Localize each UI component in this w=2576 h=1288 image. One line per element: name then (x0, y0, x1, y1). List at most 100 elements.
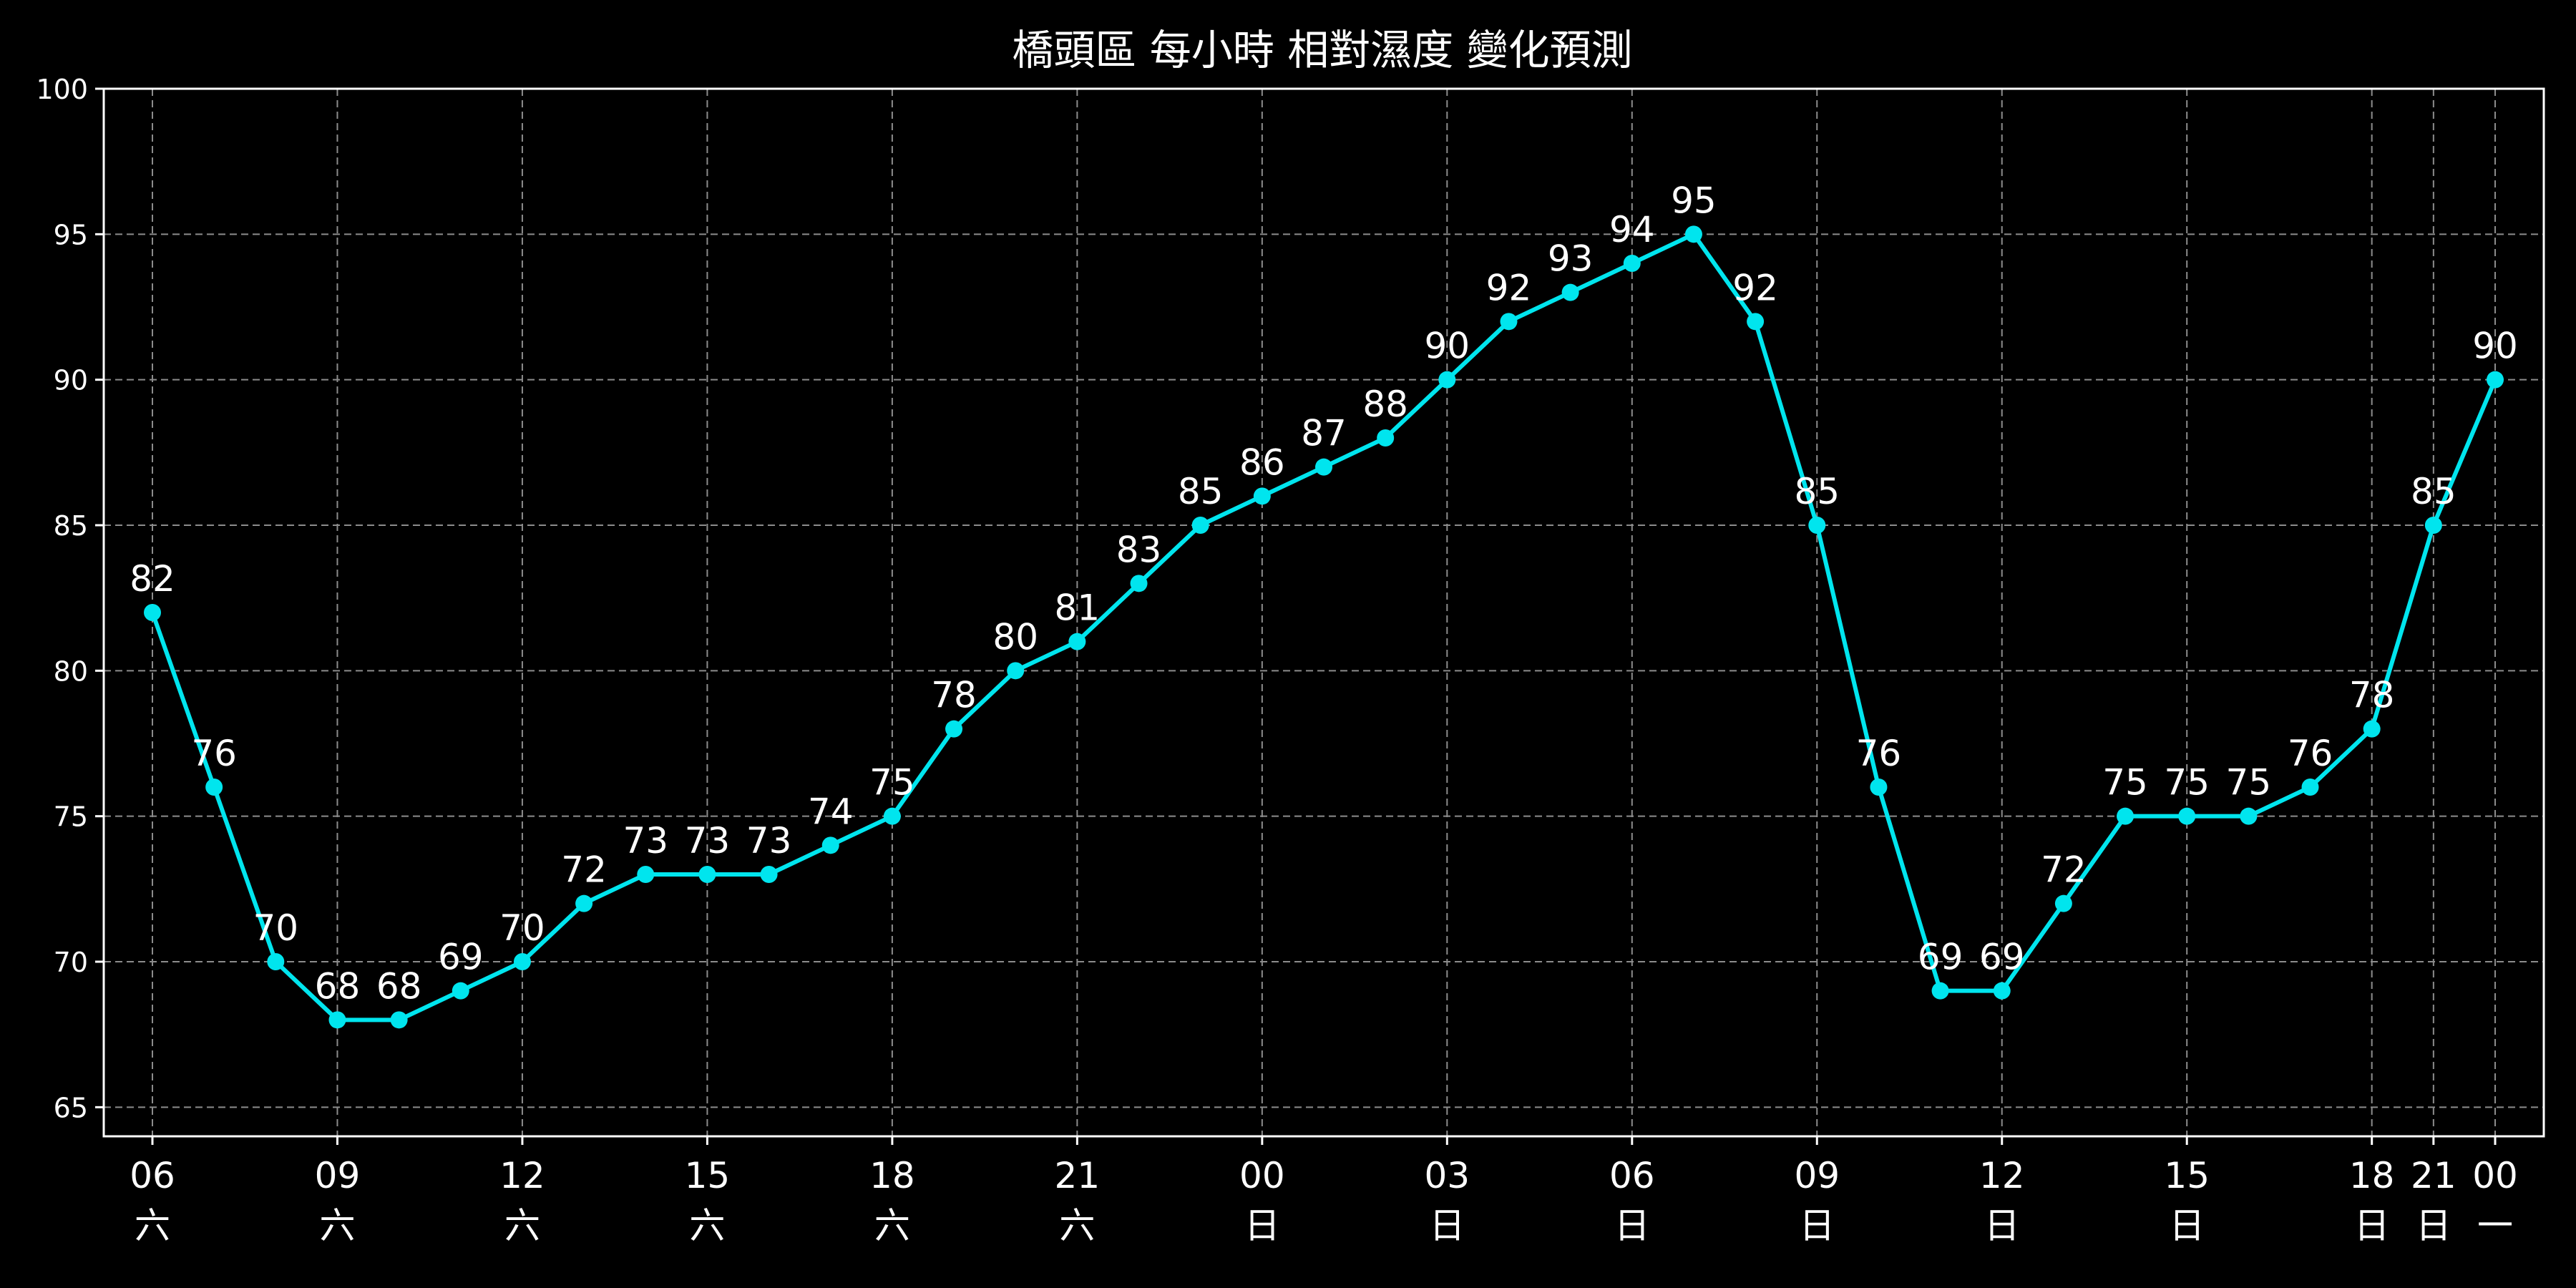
data-label: 76 (2288, 733, 2333, 774)
data-label: 78 (931, 675, 977, 716)
y-tick-label: 90 (54, 365, 88, 396)
y-tick-label: 65 (54, 1092, 88, 1123)
x-tick-day-label: 日 (1984, 1205, 2020, 1246)
data-label: 74 (808, 791, 854, 832)
data-point (205, 779, 223, 796)
x-tick-hour-label: 21 (1055, 1155, 1101, 1196)
data-label: 69 (1918, 937, 1963, 978)
x-tick-hour-label: 00 (2472, 1155, 2518, 1196)
data-point (2487, 371, 2504, 389)
data-label: 82 (130, 558, 175, 600)
plot-frame (102, 87, 2545, 1138)
x-tick-day-label: 六 (135, 1205, 170, 1246)
x-tick-day-label: 日 (1799, 1205, 1835, 1246)
x-tick-day-label: 日 (1244, 1205, 1280, 1246)
x-tick-hour-label: 12 (499, 1155, 545, 1196)
x-tick-hour-label: 15 (685, 1155, 731, 1196)
data-point (1993, 982, 2011, 1000)
data-point (1561, 283, 1579, 301)
data-point (575, 894, 593, 912)
x-tick-day-label: 六 (504, 1205, 540, 1246)
data-label: 78 (2349, 675, 2395, 716)
x-tick-hour-label: 18 (869, 1155, 915, 1196)
data-label: 69 (1979, 937, 2025, 978)
data-point (1130, 575, 1148, 592)
data-label: 81 (1055, 587, 1101, 629)
x-tick-day-label: 日 (1429, 1205, 1465, 1246)
data-label: 90 (2472, 326, 2518, 367)
data-point (1684, 225, 1702, 243)
data-point (2117, 807, 2135, 825)
data-label: 75 (869, 762, 915, 804)
data-point (1191, 517, 1209, 534)
data-point (1007, 662, 1025, 680)
x-tick-day-label: 日 (2169, 1205, 2205, 1246)
data-point (1377, 429, 1395, 447)
data-point (144, 604, 161, 621)
data-label: 72 (561, 849, 607, 891)
data-label: 73 (623, 820, 668, 862)
data-point (1870, 779, 1888, 796)
data-points (144, 225, 2504, 1029)
data-label: 76 (191, 733, 237, 774)
data-point (267, 953, 285, 970)
x-tick-hour-label: 06 (1609, 1155, 1655, 1196)
data-label: 86 (1239, 441, 1285, 483)
data-label: 93 (1548, 238, 1594, 280)
data-point (1747, 313, 1765, 331)
x-tick-day-label: 日 (1614, 1205, 1650, 1246)
data-point (2301, 779, 2319, 796)
data-point (1500, 313, 1518, 331)
data-point (760, 866, 778, 883)
data-point (945, 720, 963, 738)
x-tick-day-label: 六 (874, 1205, 910, 1246)
data-label: 85 (1178, 471, 1224, 512)
data-label: 92 (1486, 267, 1532, 308)
x-tick-day-label: 日 (2354, 1205, 2390, 1246)
y-tick-label: 80 (54, 655, 88, 687)
data-point (2054, 894, 2072, 912)
data-label: 73 (685, 820, 731, 862)
data-point (883, 807, 901, 825)
data-point (637, 866, 655, 883)
data-label: 94 (1609, 209, 1655, 250)
x-tick-day-label: 六 (1059, 1205, 1095, 1246)
data-point (1438, 371, 1456, 389)
y-tick-label: 100 (36, 74, 88, 105)
data-label: 69 (438, 937, 484, 978)
x-tick-hour-label: 12 (1979, 1155, 2025, 1196)
data-point (698, 866, 716, 883)
data-label: 83 (1116, 529, 1162, 570)
data-label: 75 (2102, 762, 2148, 804)
x-tick-hour-label: 15 (2164, 1155, 2210, 1196)
data-label: 95 (1671, 180, 1717, 221)
data-label: 92 (1732, 267, 1778, 308)
data-label: 75 (2164, 762, 2210, 804)
x-tick-day-label: 日 (2416, 1205, 2451, 1246)
x-tick-hour-label: 21 (2411, 1155, 2457, 1196)
data-point (1068, 633, 1086, 650)
data-label: 90 (1425, 326, 1470, 367)
y-tick-label: 75 (54, 801, 88, 833)
y-tick-label: 85 (54, 510, 88, 542)
data-point (1808, 517, 1826, 534)
data-label: 88 (1362, 384, 1408, 425)
chart-title: 橋頭區 每小時 相對濕度 變化預測 (1012, 26, 1632, 74)
data-point (1253, 487, 1271, 505)
data-label: 70 (499, 907, 545, 949)
x-tick-hour-label: 00 (1239, 1155, 1285, 1196)
data-label: 75 (2226, 762, 2272, 804)
data-label: 80 (992, 616, 1038, 658)
data-label: 85 (2411, 471, 2457, 512)
data-point (1623, 255, 1641, 272)
x-tick-hour-label: 03 (1425, 1155, 1470, 1196)
data-label: 87 (1301, 413, 1347, 454)
data-point (821, 836, 839, 854)
y-tick-label: 70 (54, 947, 88, 978)
data-point (1931, 982, 1949, 1000)
y-tick-label: 95 (54, 219, 88, 250)
data-point (2240, 807, 2258, 825)
data-label: 68 (315, 965, 361, 1007)
